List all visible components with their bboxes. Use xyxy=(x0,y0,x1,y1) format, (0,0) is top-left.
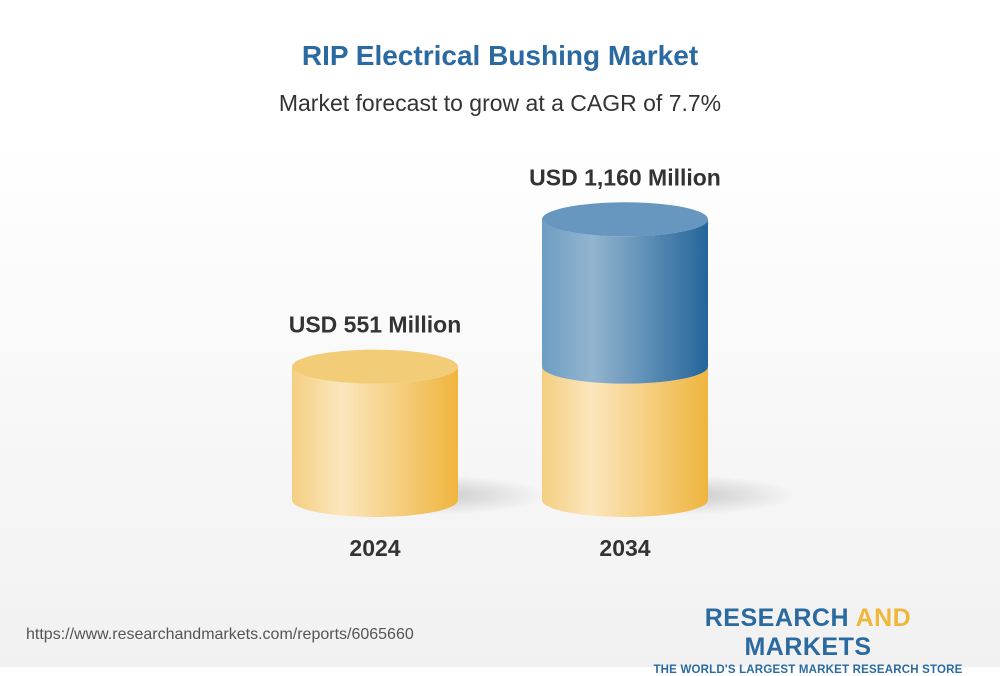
cylinder-top-2024 xyxy=(292,349,458,384)
cylinder-body-base-2024 xyxy=(292,366,458,517)
data-label: USD 551 Million xyxy=(289,312,462,338)
logo-text-3: MARKETS xyxy=(744,633,872,661)
cylinder-chart: USD 551 Million 2024 USD 1,160 Million 2034 xyxy=(289,164,795,561)
cylinder-top-2034 xyxy=(542,202,708,237)
category-label: 2034 xyxy=(599,535,650,561)
logo-text-1: RESEARCH xyxy=(704,604,856,632)
logo-tagline: THE WORLD'S LARGEST MARKET RESEARCH STOR… xyxy=(653,664,963,676)
cylinder-body-growth-2034 xyxy=(542,219,708,384)
source-url[interactable]: https://www.researchandmarkets.com/repor… xyxy=(26,626,414,643)
chart-title: RIP Electrical Bushing Market xyxy=(301,40,699,71)
cylinder-body-base-2034 xyxy=(542,366,708,517)
research-and-markets-logo: RESEARCH AND MARKETS THE WORLD'S LARGEST… xyxy=(640,604,976,676)
data-label: USD 1,160 Million xyxy=(529,164,721,190)
logo-text-2: AND xyxy=(855,604,912,632)
chart-subtitle: Market forecast to grow at a CAGR of 7.7… xyxy=(278,90,722,116)
category-label: 2024 xyxy=(349,535,400,561)
